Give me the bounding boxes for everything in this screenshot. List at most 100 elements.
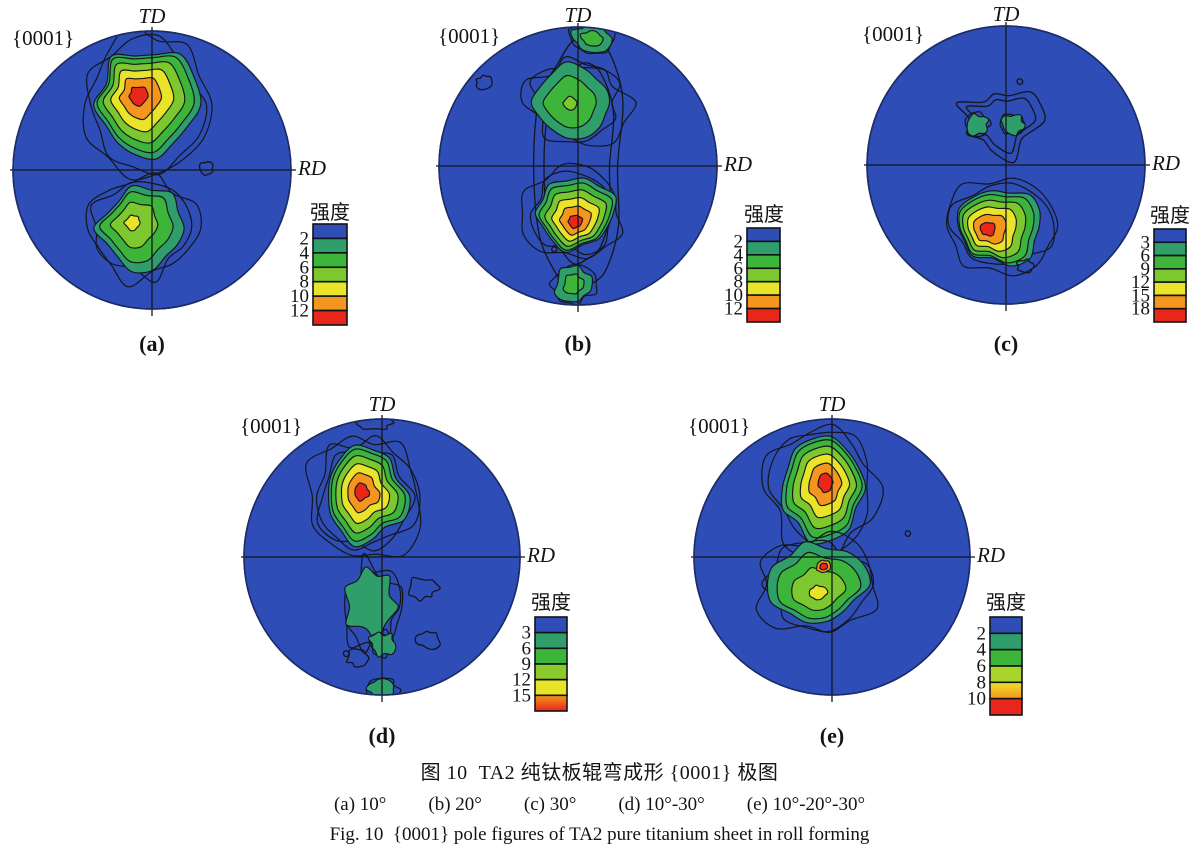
- legend-color-segment: [534, 694, 568, 712]
- rd-axis-label: RD: [723, 152, 752, 176]
- intensity-contour: [198, 161, 214, 176]
- rd-axis-label: RD: [976, 543, 1005, 567]
- legend-color-segment: [1153, 294, 1187, 310]
- caption-panel-conditions: (a) 10° (b) 20° (c) 30° (d) 10°-30° (e) 10°-…: [0, 794, 1199, 816]
- intensity-level-fill: [365, 678, 395, 694]
- legend-scale-value: 8: [977, 672, 987, 693]
- legend-color-segment: [312, 237, 348, 254]
- intensity-level-fill: [817, 472, 834, 494]
- legend-color-segment: [312, 295, 348, 312]
- intensity-contour: [1016, 78, 1024, 86]
- caption-item-a: (a) 10°: [333, 794, 387, 815]
- legend-color-segment: [312, 223, 348, 240]
- intensity-level-fill: [354, 482, 371, 502]
- caption-english: Fig. 10 {0001} pole figures of TA2 pure …: [329, 824, 870, 845]
- legend-color-segment: [1153, 228, 1187, 244]
- intensity-level-fill: [579, 30, 604, 47]
- legend-color-segment: [534, 663, 568, 681]
- legend-scale-value: 4: [734, 245, 744, 266]
- legend-color-segment: [312, 309, 348, 326]
- pole-figure-rim: [438, 26, 718, 306]
- legend-color-segment: [989, 681, 1023, 700]
- intensity-contour: [315, 435, 421, 551]
- legend-color-segment: [746, 267, 781, 283]
- legend-color-segment: [1153, 268, 1187, 283]
- panel-letter-label: (e): [820, 723, 844, 748]
- legend-color-segment: [746, 254, 781, 270]
- intensity-contour: [355, 420, 395, 430]
- legend-scale-value: 9: [1141, 259, 1151, 280]
- legend-scale-value: 12: [724, 299, 743, 320]
- legend-color-segment: [989, 616, 1023, 635]
- legend-scale-value: 15: [1131, 285, 1150, 306]
- intensity-level-fill: [128, 86, 149, 107]
- legend-scale-value: 12: [1131, 272, 1150, 293]
- legend-title: 强度: [744, 203, 784, 226]
- intensity-contour: [342, 650, 350, 658]
- td-axis-label: TD: [819, 392, 846, 416]
- intensity-level-fill: [567, 214, 584, 230]
- legend-title: 强度: [531, 591, 571, 614]
- pole-figure-rim: [866, 25, 1146, 305]
- legend-scale-value: 8: [734, 272, 744, 293]
- legend-color-segment: [746, 294, 781, 310]
- pole-figure-panel-b: {0001} TD RD (b) 强度 2 4 6 8 10 12: [400, 0, 800, 372]
- legend-scale-value: 8: [300, 272, 310, 293]
- legend-scale-value: 10: [724, 285, 743, 306]
- legend-scale-value: 2: [977, 623, 987, 644]
- legend-color-segment: [534, 631, 568, 650]
- legend-scale-value: 6: [1141, 246, 1151, 267]
- intensity-level-fill: [562, 95, 578, 111]
- legend-color-segment: [534, 678, 568, 697]
- legend-scale-value: 15: [512, 685, 531, 706]
- legend-scale-value: 18: [1131, 299, 1150, 320]
- legend-color-segment: [746, 227, 781, 243]
- intensity-contour: [345, 648, 370, 668]
- legend-scale-value: 6: [734, 258, 744, 279]
- panel-letter-label: (b): [565, 331, 592, 356]
- intensity-contour: [475, 74, 493, 91]
- intensity-contour: [767, 431, 869, 553]
- miller-index-label: {0001}: [12, 26, 74, 50]
- intensity-contour: [521, 162, 624, 260]
- legend-scale-value: 3: [1141, 232, 1151, 253]
- panel-letter-label: (d): [369, 723, 396, 748]
- figure-caption: 图 10 TA2 纯钛板辊弯成形 {0001} 极图 (a) 10° (b) 20…: [0, 756, 1199, 846]
- miller-index-label: {0001}: [240, 414, 302, 438]
- legend-scale-value: 9: [522, 654, 532, 675]
- panel-letter-label: (c): [994, 331, 1018, 356]
- legend-color-segment: [312, 280, 348, 297]
- legend-scale-value: 10: [290, 286, 309, 307]
- legend-scale-value: 10: [967, 689, 986, 710]
- intensity-level-fill: [979, 222, 996, 237]
- legend-color-segment: [989, 648, 1023, 667]
- legend-scale-value: 2: [300, 228, 310, 249]
- pole-figure-panel-c: {0001} TD RD (c) 强度 3 6 9 12 15 18: [799, 0, 1199, 372]
- legend-color-segment: [989, 697, 1023, 716]
- legend-scale-value: 2: [734, 231, 744, 252]
- intensity-contour: [86, 33, 208, 176]
- intensity-contour: [407, 576, 441, 602]
- intensity-contour: [551, 246, 558, 253]
- legend-color-segment: [1153, 254, 1187, 270]
- intensity-contour: [755, 530, 879, 633]
- pole-figure-panel-d: {0001} TD RD (d) 强度 3 6 9 12 15: [230, 390, 640, 765]
- rd-axis-label: RD: [1151, 151, 1180, 175]
- caption-item-d: (d) 10°-30°: [618, 794, 705, 815]
- caption-item-b: (b) 20°: [428, 794, 482, 815]
- legend-title: 强度: [310, 201, 350, 224]
- intensity-contour: [82, 32, 213, 181]
- legend-title: 强度: [986, 591, 1026, 614]
- legend-scale-value: 12: [290, 301, 309, 322]
- intensity-contour: [1015, 258, 1035, 274]
- caption-chinese: 图 10 TA2 纯钛板辊弯成形 {0001} 极图: [420, 762, 779, 784]
- intensity-level-fill: [819, 562, 829, 571]
- intensity-level-fill: [123, 214, 141, 232]
- td-axis-label: TD: [565, 3, 592, 27]
- legend-color-segment: [534, 616, 568, 634]
- rd-axis-label: RD: [526, 543, 555, 567]
